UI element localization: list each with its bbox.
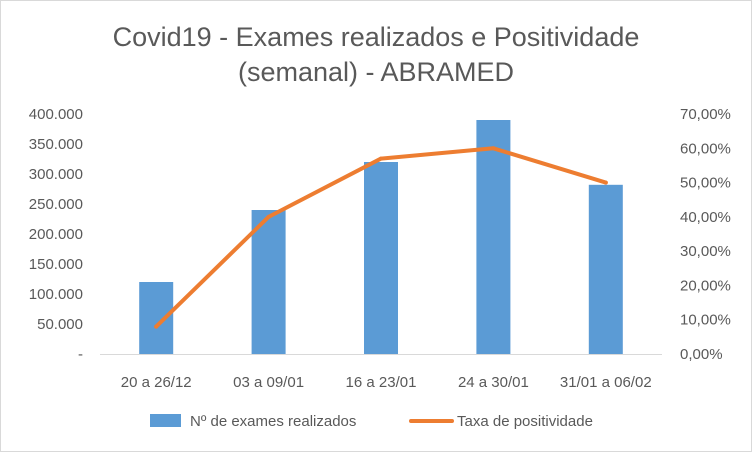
line-point: [491, 146, 496, 151]
y-right-tick-label: 40,00%: [680, 209, 731, 226]
bar: [364, 162, 398, 354]
x-tick-label: 16 a 23/01: [346, 374, 417, 391]
bar: [251, 210, 286, 354]
y-left-tick-label: 350.000: [29, 136, 83, 153]
y-left-tick-label: 100.000: [29, 286, 83, 303]
bar: [139, 282, 174, 354]
y-left-tick-label: 150.000: [29, 256, 83, 273]
y-right-tick-label: 0,00%: [680, 346, 723, 363]
bar: [476, 120, 511, 354]
line-point: [154, 324, 159, 329]
y-left-tick-label: 250.000: [29, 196, 83, 213]
y-left-tick-label: 50.000: [37, 316, 83, 333]
y-left-tick-label: -: [78, 346, 83, 363]
y-left-tick-label: 200.000: [29, 226, 83, 243]
chart-title-line-2: (semanal) - ABRAMED: [238, 57, 514, 87]
y-right-tick-label: 60,00%: [680, 140, 731, 157]
chart-title-line-1: Covid19 - Exames realizados e Positivida…: [113, 22, 640, 52]
legend-label-line: Taxa de positividade: [457, 413, 593, 430]
y-left-tick-label: 300.000: [29, 166, 83, 183]
y-right-tick-label: 50,00%: [680, 175, 731, 192]
legend-swatch-bars: [150, 414, 181, 427]
plot-area: - 50.000 100.000 150.000 200.000 250.000 300.0…: [29, 106, 731, 391]
line-point: [603, 180, 608, 185]
legend: Nº de exames realizados Taxa de positivid…: [150, 413, 593, 430]
y-left-tick-label: 400.000: [29, 106, 83, 123]
legend-label-bars: Nº de exames realizados: [190, 413, 356, 430]
x-tick-label: 24 a 30/01: [458, 374, 529, 391]
x-tick-label: 03 a 09/01: [233, 374, 304, 391]
bar: [588, 184, 623, 354]
y-right-tick-label: 20,00%: [680, 277, 731, 294]
y-right-tick-label: 10,00%: [680, 312, 731, 329]
line-point: [379, 156, 383, 161]
x-tick-label: 20 a 26/12: [121, 374, 192, 391]
y-right-tick-label: 70,00%: [680, 106, 731, 123]
line-point: [266, 214, 271, 219]
x-tick-label: 31/01 a 06/02: [560, 374, 652, 391]
y-right-tick-label: 30,00%: [680, 243, 731, 260]
